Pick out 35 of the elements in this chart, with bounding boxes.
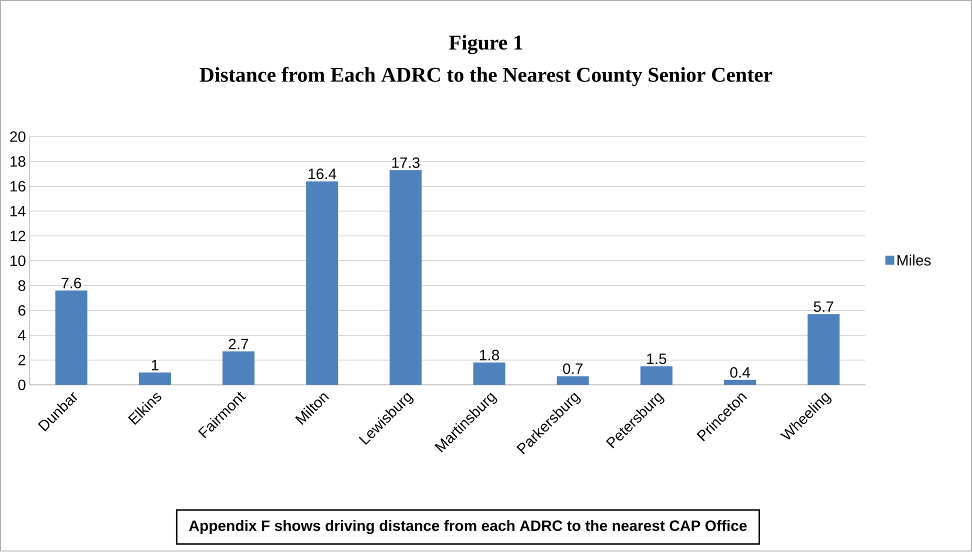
bar xyxy=(390,170,422,386)
bar xyxy=(724,380,756,386)
y-tick-label: 14 xyxy=(10,206,26,216)
bar xyxy=(473,362,506,386)
legend-label: Miles xyxy=(898,254,931,266)
data-label: 1 xyxy=(152,360,158,370)
bar xyxy=(306,182,338,386)
chart-title: Figure 1 xyxy=(449,35,522,54)
chart-subtitle: Distance from Each ADRC to the Nearest County Senior Center xyxy=(200,67,772,86)
data-label: 0.4 xyxy=(730,367,750,378)
y-tick-label: 0 xyxy=(18,380,26,390)
y-tick-label: 12 xyxy=(10,230,26,242)
data-label: 1.8 xyxy=(480,350,500,361)
data-label: 7.6 xyxy=(62,278,82,289)
y-tick-label: 4 xyxy=(18,330,26,341)
data-label: 0.7 xyxy=(563,364,583,374)
data-label: 1.5 xyxy=(647,354,666,364)
bar xyxy=(138,372,171,386)
data-label: 16.4 xyxy=(308,168,336,180)
y-tick-label: 20 xyxy=(10,132,26,142)
y-tick-label: 16 xyxy=(10,181,26,192)
bar xyxy=(222,352,255,386)
y-tick-label: 2 xyxy=(18,355,26,366)
bar xyxy=(808,314,840,386)
y-tick-label: 8 xyxy=(18,280,26,292)
y-tick-label: 10 xyxy=(10,256,26,266)
data-label: 17.3 xyxy=(392,158,420,168)
bar xyxy=(55,290,88,386)
y-tick-label: 6 xyxy=(18,305,26,316)
y-tick-label: 18 xyxy=(10,156,26,167)
bar xyxy=(556,376,589,386)
data-label: 2.7 xyxy=(228,338,248,350)
data-label: 5.7 xyxy=(814,302,834,312)
bar xyxy=(640,366,672,386)
text: Appendix F shows driving distance from each ADRC to the nearest CAP Office xyxy=(189,520,747,534)
